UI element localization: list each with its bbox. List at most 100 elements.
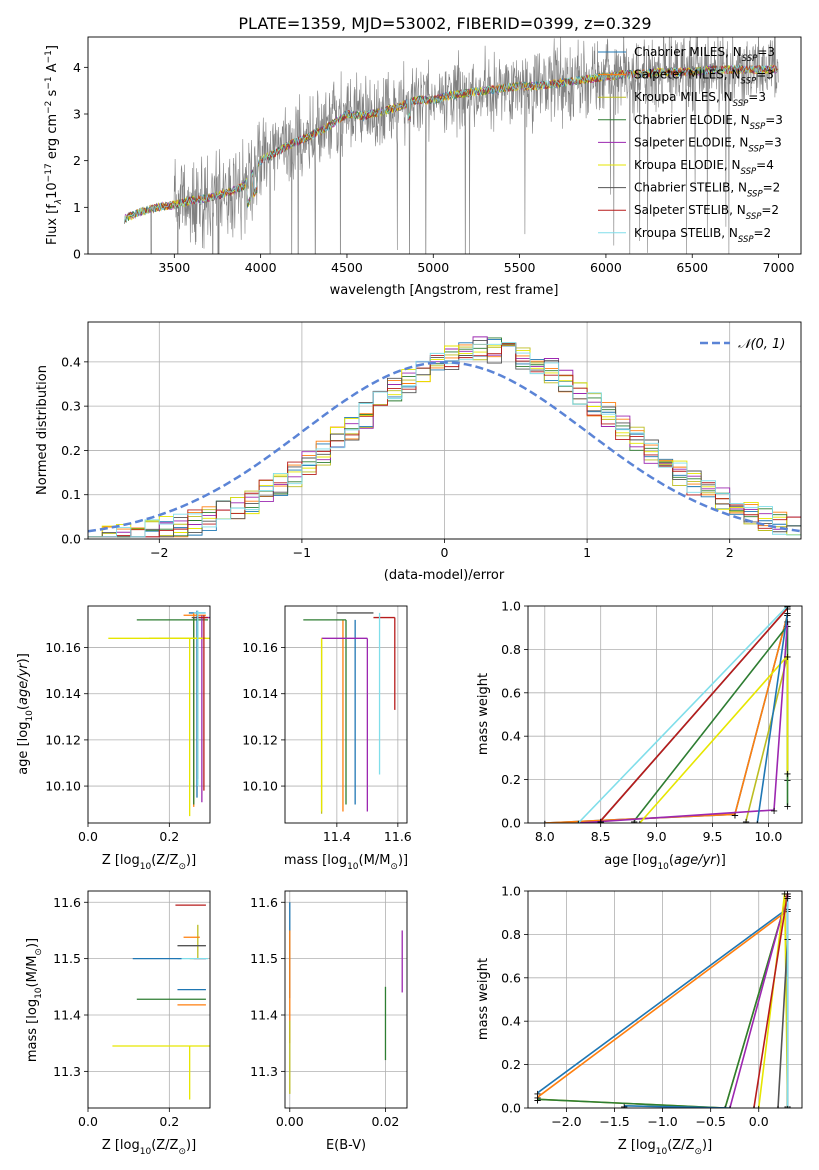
axes-mass_vs_Z: 0.0 0.211.311.411.511.6Z [log10(Z/Z⊙)]mas…	[25, 890, 211, 1157]
legend-label-tail: =2	[761, 203, 779, 217]
legend-label: Chabrier STELIB, NSSP=2	[634, 181, 780, 200]
label-part: age/yr	[16, 662, 31, 705]
legend-label-sub: SSP	[748, 144, 764, 154]
label-part: Z [log	[618, 1138, 656, 1153]
label-part: (Z/Z	[667, 1138, 694, 1153]
label-part: 10	[140, 1147, 152, 1157]
y-tick-label: 0	[73, 247, 81, 262]
legend-label-sub: SSP	[742, 54, 758, 64]
mass-weight-marker: +	[620, 1102, 628, 1113]
axes-age_vs_mass: 11.4 11.6 10.10 10.12 10.14 10.16 mass [log10(…	[242, 605, 412, 872]
x-tick-label: 0.0	[78, 1114, 98, 1129]
label-part: (Z/Z	[151, 1138, 178, 1153]
mass-weight-marker: +	[750, 1104, 758, 1115]
mass-weight-marker: +	[783, 609, 791, 620]
y-tick-label: 0.2	[501, 1057, 521, 1072]
y-tick-label: 0.4	[61, 354, 81, 369]
label-part: age [log	[604, 853, 657, 868]
legend-label-text: Salpeter MILES, N	[634, 68, 741, 82]
x-tick-label: −1	[293, 545, 311, 560]
mass-weight-marker: +	[574, 819, 582, 830]
x-tick-label: 0.00	[276, 1114, 304, 1129]
x-tick-label: 2	[726, 545, 734, 560]
y-axis-label: Flux [fλ10−17 erg cm−2 s−1 A−1]	[44, 45, 64, 245]
axes-frame	[87, 890, 211, 1109]
legend-label-tail: =3	[757, 45, 775, 59]
x-tick-label: 7000	[763, 260, 795, 275]
axes-frame	[527, 605, 803, 824]
y-tick-label: 10.12	[45, 732, 81, 747]
mass-weight-marker: +	[783, 769, 791, 780]
x-tick-label: 1	[583, 545, 591, 560]
x-tick-label: 11.4	[323, 829, 351, 844]
label-part: ⊙	[178, 862, 186, 872]
mass-weight-line	[745, 655, 789, 821]
mass-weight-marker: +	[726, 1104, 734, 1115]
label-part: )]	[186, 853, 196, 868]
x-axis-label: Z [log10(Z/Z⊙)]	[102, 1138, 196, 1157]
x-tick-label: 4000	[245, 260, 277, 275]
legend-label-sub: SSP	[750, 122, 766, 132]
label-part: mass [log	[25, 999, 40, 1062]
label-part: )]	[16, 653, 31, 663]
mass-weight-line	[578, 621, 789, 823]
x-tick-label: 0.02	[372, 1114, 400, 1129]
label-part: −17	[44, 163, 54, 182]
legend-label-text: Chabrier ELODIE, N	[634, 113, 750, 127]
label-part: A	[45, 63, 60, 76]
mass-weight-marker: +	[533, 1095, 541, 1106]
legend-label: Salpeter MILES, NSSP=3	[634, 68, 774, 87]
mass-weight-line	[757, 893, 789, 1108]
y-tick-label: 3	[73, 107, 81, 122]
label-part: erg cm	[45, 114, 60, 163]
mass-weight-marker: +	[783, 894, 791, 905]
label-part: ]	[45, 45, 60, 50]
y-tick-label: 0.4	[501, 1014, 521, 1029]
y-tick-label: 0.1	[61, 487, 81, 502]
plot-area	[112, 904, 210, 1100]
label-part: 10	[45, 182, 60, 199]
y-tick-label: 11.4	[53, 1008, 81, 1023]
legend-label-sub: SSP	[733, 99, 749, 109]
legend-label-text: Salpeter STELIB, N	[634, 203, 746, 217]
plot-area: +++++++++++++++++++++++++++ +	[533, 891, 792, 1115]
label-part: ⊙	[34, 948, 44, 956]
plot-area	[123, 37, 779, 254]
label-part: age/yr	[674, 853, 717, 868]
y-tick-label: 1.0	[501, 599, 521, 614]
x-axis-label: wavelength [Angstrom, rest frame]	[330, 283, 559, 298]
spectrum-model-line	[123, 64, 779, 224]
mass-weight-marker: +	[533, 1089, 541, 1100]
y-tick-label: 10.14	[45, 686, 81, 701]
label-part: 10	[657, 862, 669, 872]
label-part: s	[45, 89, 60, 100]
label-part: ⊙	[390, 862, 398, 872]
mass-weight-line	[639, 653, 789, 823]
label-part: Flux [f	[45, 204, 60, 245]
y-tick-label: 0.2	[61, 443, 81, 458]
y-axis-label: mass [log10(M/M⊙)]	[25, 938, 44, 1062]
label-part: −1	[44, 50, 54, 63]
x-tick-label: 10.0	[755, 829, 783, 844]
axes-frame	[87, 36, 802, 255]
y-tick-label: 0.0	[501, 1101, 521, 1116]
x-tick-label: −0.5	[695, 1114, 725, 1129]
legend-label-text: Chabrier STELIB, N	[634, 181, 747, 195]
y-tick-label: 0.6	[501, 685, 521, 700]
legend-label-sub: SSP	[741, 77, 757, 87]
label-part: λ	[54, 199, 64, 205]
plot-area: ++++++++++++++++++++++++++	[541, 606, 792, 830]
axes-frame	[284, 890, 408, 1109]
x-tick-label: 3500	[158, 260, 190, 275]
histogram-step	[88, 342, 801, 538]
x-tick-label: 6000	[590, 260, 622, 275]
mass-weight-marker: +	[596, 817, 604, 828]
x-tick-label: 11.6	[384, 829, 412, 844]
x-tick-label: 9.0	[647, 829, 667, 844]
mass-weight-marker: +	[783, 802, 791, 813]
mass-weight-marker: +	[753, 819, 761, 830]
x-axis-label: mass [log10(M/M⊙)]	[284, 853, 408, 872]
x-tick-label: 8.0	[535, 829, 555, 844]
